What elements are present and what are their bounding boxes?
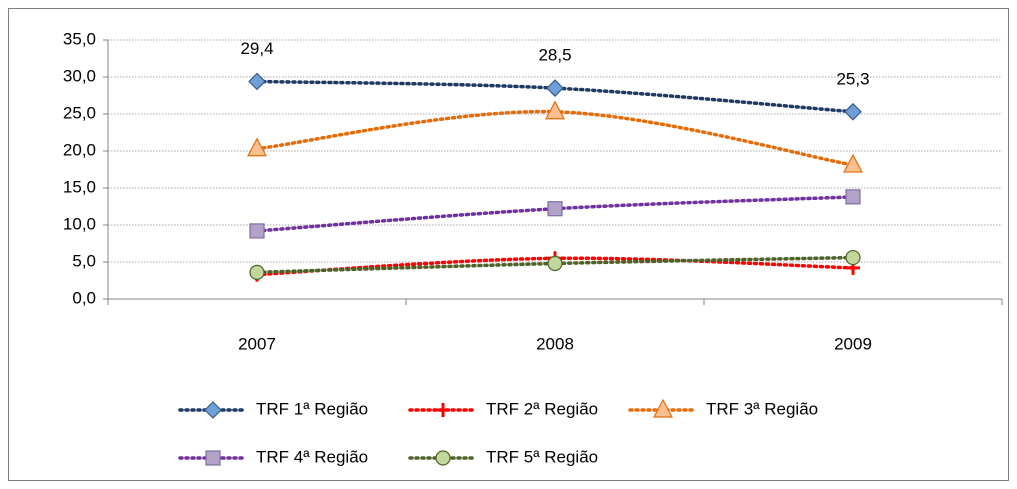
legend-marker	[435, 450, 451, 466]
y-tick-label: 20,0	[63, 140, 96, 159]
legend-label: TRF 3ª Região	[706, 399, 818, 418]
x-tick-label: 2007	[238, 334, 276, 353]
y-tick-label: 15,0	[63, 177, 96, 196]
legend-label: TRF 4ª Região	[256, 447, 368, 466]
legend-label: TRF 2ª Região	[486, 399, 598, 418]
y-tick-label: 0,0	[72, 288, 96, 307]
legend-marker	[436, 403, 450, 417]
legend-marker	[205, 450, 221, 466]
legend-label: TRF 5ª Região	[486, 447, 598, 466]
marker	[547, 201, 563, 217]
data-label: 29,4	[240, 39, 273, 58]
legend-label: TRF 1ª Região	[256, 399, 368, 418]
legend-marker	[653, 398, 673, 418]
y-tick-label: 5,0	[72, 251, 96, 270]
marker	[547, 255, 563, 272]
marker	[247, 137, 267, 157]
marker	[546, 79, 564, 97]
x-tick-label: 2008	[536, 334, 574, 353]
x-tick-label: 2009	[834, 334, 872, 353]
marker	[844, 102, 862, 121]
y-tick-label: 25,0	[63, 103, 96, 122]
marker	[845, 249, 861, 266]
y-tick-label: 10,0	[63, 214, 96, 233]
series-line	[255, 79, 855, 114]
legend-marker	[204, 401, 222, 419]
series-line	[255, 255, 855, 275]
marker	[249, 264, 265, 280]
data-label: 28,5	[538, 46, 571, 65]
y-tick-label: 30,0	[63, 66, 96, 85]
marker	[545, 100, 565, 120]
marker	[845, 189, 861, 205]
y-tick-label: 35,0	[63, 29, 96, 48]
marker	[843, 153, 863, 173]
data-label: 25,3	[836, 69, 869, 88]
marker	[249, 223, 265, 239]
marker	[248, 72, 266, 91]
